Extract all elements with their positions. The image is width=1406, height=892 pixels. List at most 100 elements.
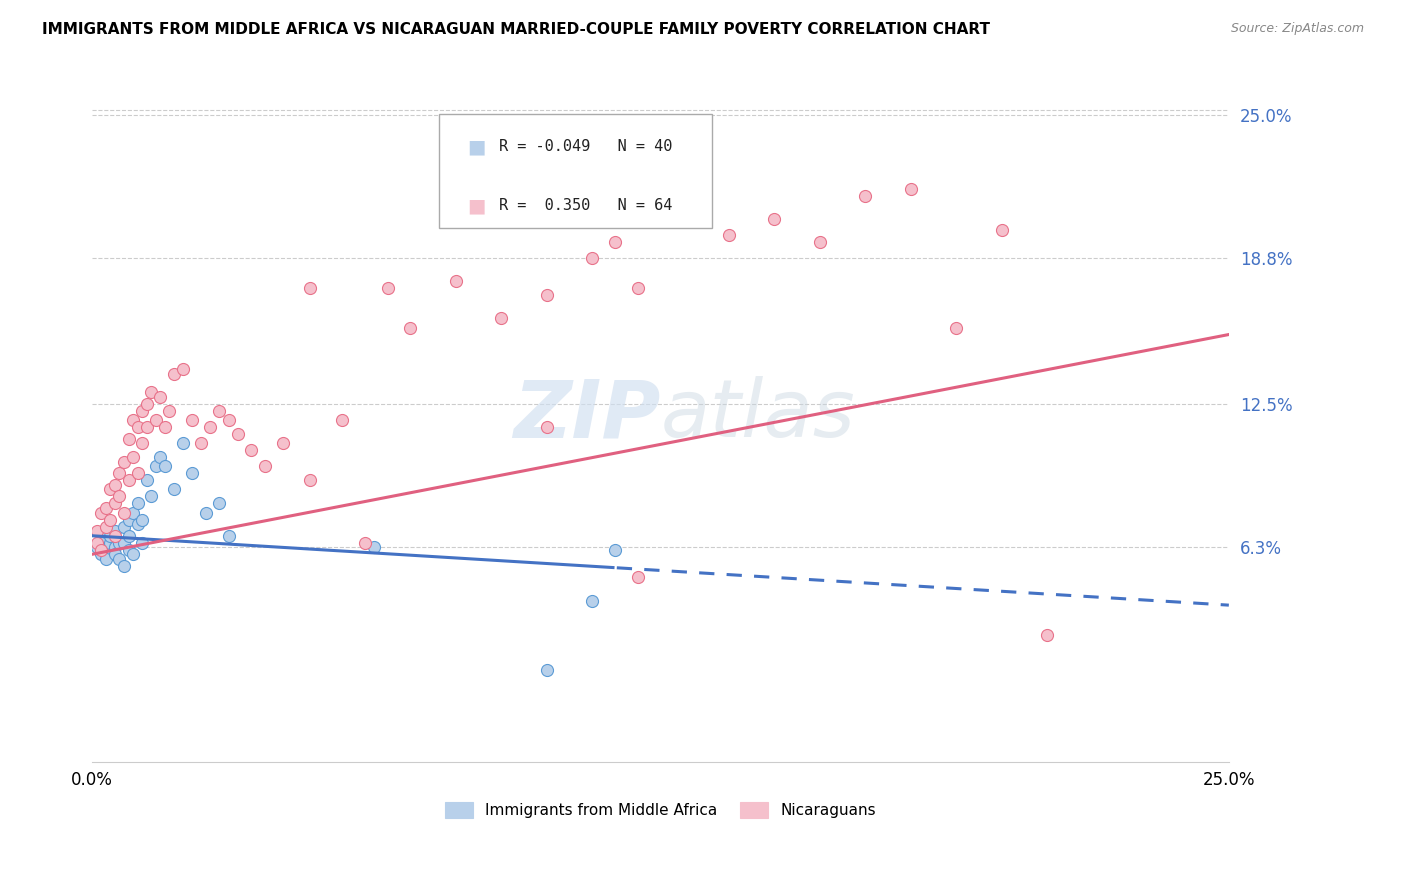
Point: [94, 542, 117, 557]
Point: [163, 367, 186, 381]
Point: [491, 311, 513, 326]
Point: [145, 413, 167, 427]
Point: [104, 547, 127, 561]
Point: [86, 535, 108, 549]
Point: [135, 473, 157, 487]
Point: [98, 483, 121, 497]
Point: [181, 467, 204, 481]
Point: [172, 362, 194, 376]
Point: [145, 459, 167, 474]
Text: R = -0.049   N = 40: R = -0.049 N = 40: [499, 139, 672, 154]
Point: [200, 420, 222, 434]
Point: [108, 535, 131, 549]
Point: [98, 529, 121, 543]
Point: [1036, 628, 1059, 642]
Point: [299, 473, 322, 487]
Point: [131, 535, 153, 549]
Text: atlas: atlas: [661, 376, 855, 455]
Point: [117, 432, 139, 446]
Point: [112, 519, 135, 533]
Point: [141, 385, 163, 400]
Point: [117, 529, 139, 543]
Point: [627, 281, 650, 295]
Point: [141, 490, 163, 504]
Text: ■: ■: [467, 196, 485, 215]
Point: [149, 450, 172, 464]
Point: [945, 320, 967, 334]
Point: [86, 524, 108, 538]
Text: IMMIGRANTS FROM MIDDLE AFRICA VS NICARAGUAN MARRIED-COUPLE FAMILY POVERTY CORREL: IMMIGRANTS FROM MIDDLE AFRICA VS NICARAG…: [42, 22, 990, 37]
Point: [127, 496, 149, 510]
Point: [104, 541, 127, 555]
Point: [127, 420, 149, 434]
Point: [536, 663, 558, 677]
Point: [104, 524, 127, 538]
Point: [104, 496, 127, 510]
Point: [299, 281, 322, 295]
Point: [90, 547, 112, 561]
Point: [108, 467, 131, 481]
Point: [117, 512, 139, 526]
Point: [90, 535, 112, 549]
Point: [117, 542, 139, 557]
Point: [94, 552, 117, 566]
Point: [131, 512, 153, 526]
Point: [98, 535, 121, 549]
Point: [253, 459, 276, 474]
Point: [131, 436, 153, 450]
Point: [94, 519, 117, 533]
Point: [153, 420, 176, 434]
Point: [98, 512, 121, 526]
Point: [108, 552, 131, 566]
Point: [990, 223, 1012, 237]
Point: [104, 478, 127, 492]
Point: [122, 450, 145, 464]
Point: [94, 501, 117, 516]
Point: [159, 404, 181, 418]
Point: [354, 535, 377, 549]
Text: Source: ZipAtlas.com: Source: ZipAtlas.com: [1230, 22, 1364, 36]
Point: [153, 459, 176, 474]
Point: [208, 404, 231, 418]
Point: [172, 436, 194, 450]
Point: [271, 436, 294, 450]
Point: [444, 274, 467, 288]
Point: [127, 517, 149, 532]
Point: [194, 506, 217, 520]
Point: [86, 541, 108, 555]
Text: R =  0.350   N = 64: R = 0.350 N = 64: [499, 198, 672, 213]
Point: [581, 251, 603, 265]
Point: [603, 542, 626, 557]
Point: [399, 320, 422, 334]
Point: [581, 593, 603, 607]
Point: [763, 211, 786, 226]
Point: [717, 228, 740, 243]
Point: [112, 455, 135, 469]
Point: [218, 413, 240, 427]
Point: [363, 541, 385, 555]
Point: [163, 483, 186, 497]
Point: [208, 496, 231, 510]
Legend: Immigrants from Middle Africa, Nicaraguans: Immigrants from Middle Africa, Nicaragua…: [439, 796, 882, 824]
Point: [112, 535, 135, 549]
Point: [536, 288, 558, 302]
FancyBboxPatch shape: [439, 113, 711, 228]
Point: [627, 570, 650, 584]
Point: [90, 542, 112, 557]
Point: [240, 443, 263, 458]
Point: [122, 506, 145, 520]
Point: [122, 547, 145, 561]
Point: [808, 235, 831, 249]
Point: [94, 524, 117, 538]
Point: [135, 420, 157, 434]
Point: [900, 182, 922, 196]
Point: [131, 404, 153, 418]
Point: [226, 427, 249, 442]
Point: [127, 467, 149, 481]
Point: [218, 529, 240, 543]
Text: ■: ■: [467, 137, 485, 156]
Point: [672, 200, 695, 214]
Point: [90, 506, 112, 520]
Point: [603, 235, 626, 249]
Point: [181, 413, 204, 427]
